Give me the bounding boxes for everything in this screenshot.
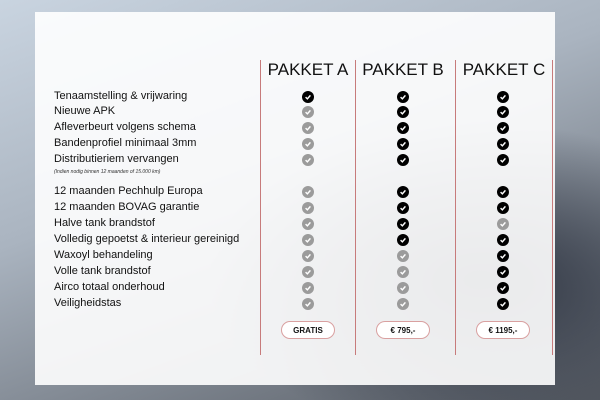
package-header: PAKKET A <box>267 60 349 79</box>
column-divider <box>355 60 356 355</box>
check-excluded-icon <box>397 298 409 310</box>
check-included-icon <box>397 234 409 246</box>
feature-label: Bandenprofiel minimaal 3mm <box>54 137 197 149</box>
column-divider <box>455 60 456 355</box>
check-included-icon <box>397 154 409 166</box>
check-excluded-icon <box>397 282 409 294</box>
check-included-icon <box>397 202 409 214</box>
feature-label: 12 maanden BOVAG garantie <box>54 201 200 213</box>
package-header: PAKKET B <box>362 60 444 79</box>
check-excluded-icon <box>497 218 509 230</box>
check-excluded-icon <box>302 298 314 310</box>
package-header: PAKKET C <box>462 60 546 79</box>
price-button[interactable]: € 795,- <box>376 321 430 339</box>
check-included-icon <box>497 298 509 310</box>
feature-label: Airco totaal onderhoud <box>54 281 165 293</box>
check-included-icon <box>497 154 509 166</box>
check-included-icon <box>497 106 509 118</box>
column-divider <box>260 60 261 355</box>
feature-label: Volle tank brandstof <box>54 265 151 277</box>
feature-label: Waxoyl behandeling <box>54 249 153 261</box>
check-excluded-icon <box>302 138 314 150</box>
check-included-icon <box>397 138 409 150</box>
check-included-icon <box>497 234 509 246</box>
feature-label: Volledig gepoetst & interieur gereinigd <box>54 233 240 245</box>
check-included-icon <box>397 186 409 198</box>
check-excluded-icon <box>302 106 314 118</box>
check-included-icon <box>302 91 314 103</box>
check-excluded-icon <box>302 266 314 278</box>
check-included-icon <box>397 218 409 230</box>
check-excluded-icon <box>302 250 314 262</box>
feature-label: Nieuwe APK <box>54 105 116 117</box>
check-included-icon <box>497 138 509 150</box>
feature-label: Afleverbeurt volgens schema <box>54 121 196 133</box>
check-included-icon <box>497 266 509 278</box>
column-divider <box>552 60 553 355</box>
check-excluded-icon <box>302 122 314 134</box>
feature-label: Tenaamstelling & vrijwaring <box>54 90 188 102</box>
price-button[interactable]: € 1195,- <box>476 321 530 339</box>
check-excluded-icon <box>397 250 409 262</box>
footnote: (Indien nodig binnen 12 maanden of 15.00… <box>54 169 161 175</box>
check-included-icon <box>497 122 509 134</box>
check-excluded-icon <box>302 218 314 230</box>
check-included-icon <box>497 91 509 103</box>
check-included-icon <box>397 106 409 118</box>
check-included-icon <box>497 202 509 214</box>
check-included-icon <box>397 122 409 134</box>
check-excluded-icon <box>397 266 409 278</box>
feature-label: Halve tank brandstof <box>54 217 155 229</box>
feature-label: Veiligheidstas <box>54 297 122 309</box>
check-excluded-icon <box>302 202 314 214</box>
check-included-icon <box>497 282 509 294</box>
feature-label: Distributieriem vervangen <box>54 153 179 165</box>
price-button[interactable]: GRATIS <box>281 321 335 339</box>
check-included-icon <box>497 186 509 198</box>
feature-label: 12 maanden Pechhulp Europa <box>54 185 203 197</box>
check-excluded-icon <box>302 282 314 294</box>
check-excluded-icon <box>302 186 314 198</box>
check-included-icon <box>397 91 409 103</box>
check-included-icon <box>497 250 509 262</box>
check-excluded-icon <box>302 234 314 246</box>
check-excluded-icon <box>302 154 314 166</box>
